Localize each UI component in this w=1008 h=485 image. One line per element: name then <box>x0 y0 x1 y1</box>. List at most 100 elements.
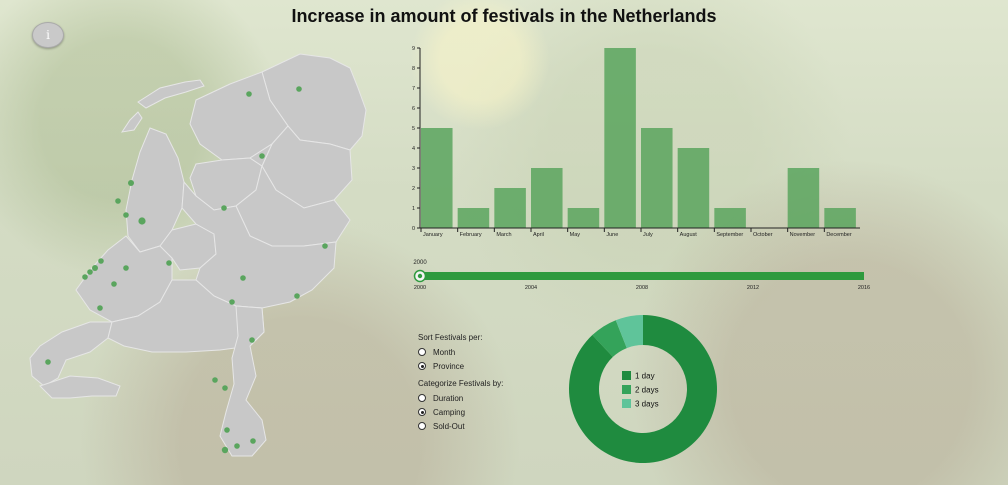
netherlands-map <box>29 53 367 457</box>
radio-categorize-camping[interactable]: Camping <box>418 405 503 419</box>
festival-dot[interactable] <box>82 274 88 280</box>
slider-tick-label: 2000 <box>414 285 426 291</box>
festival-dot[interactable] <box>221 446 229 454</box>
festival-dot[interactable] <box>123 212 129 218</box>
festival-dot[interactable] <box>246 91 252 97</box>
slider-tick-label: 2016 <box>858 285 870 291</box>
legend-label: 1 day <box>635 372 655 381</box>
y-tick-label: 8 <box>412 66 415 72</box>
y-tick-label: 2 <box>412 186 415 192</box>
festival-dot[interactable] <box>45 359 51 365</box>
x-tick-label: June <box>606 232 618 238</box>
province-zeeland-south[interactable] <box>39 375 121 399</box>
festival-dot[interactable] <box>296 86 302 92</box>
festival-dot[interactable] <box>322 243 328 249</box>
festival-dot[interactable] <box>98 258 104 264</box>
festival-dot[interactable] <box>212 377 218 383</box>
radio-label: Sold-Out <box>433 421 465 431</box>
sort-label: Sort Festivals per: <box>418 333 483 342</box>
bar-november[interactable] <box>787 168 820 228</box>
x-tick-label: January <box>423 232 443 238</box>
y-tick-label: 0 <box>412 226 415 232</box>
donut-slice-2[interactable] <box>592 320 627 357</box>
province-limburg[interactable] <box>219 305 267 457</box>
donut-slices <box>569 315 717 463</box>
festival-dot[interactable] <box>166 260 172 266</box>
y-tick-label: 1 <box>412 206 415 212</box>
y-tick-label: 6 <box>412 106 415 112</box>
festival-dot[interactable] <box>97 305 103 311</box>
festival-dot[interactable] <box>224 427 230 433</box>
slider-track[interactable] <box>420 272 864 280</box>
festival-dot[interactable] <box>92 265 98 271</box>
year-slider[interactable]: 2000 2000 2004 2008 2012 2016 <box>400 256 870 296</box>
festival-dot[interactable] <box>87 269 93 275</box>
bar-september[interactable] <box>714 208 746 228</box>
festival-dot[interactable] <box>115 198 121 204</box>
festival-dot[interactable] <box>234 443 240 449</box>
donut-slice-1[interactable] <box>569 315 717 463</box>
legend-swatch <box>622 385 631 394</box>
radio-icon[interactable] <box>418 422 426 430</box>
bar-july[interactable] <box>641 128 673 228</box>
festival-dot[interactable] <box>111 281 117 287</box>
festival-dot[interactable] <box>249 337 255 343</box>
festival-dot[interactable] <box>294 293 300 299</box>
slider-tick-label: 2004 <box>525 285 537 291</box>
slider-tick-label: 2008 <box>636 285 648 291</box>
x-tick-label: February <box>460 232 482 238</box>
y-tick-label: 7 <box>412 86 415 92</box>
bar-august[interactable] <box>677 148 710 228</box>
slider-ticks: 2000 2004 2008 2012 2016 <box>414 285 870 291</box>
x-tick-label: September <box>716 232 743 238</box>
controls-panel: Sort Festivals per: Month Province Categ… <box>418 333 503 433</box>
bar-january[interactable] <box>421 128 453 228</box>
donut-legend: 1 day 2 days 3 days <box>622 371 659 409</box>
festival-dot[interactable] <box>222 385 228 391</box>
slider-handle-center <box>417 273 423 279</box>
bar-december[interactable] <box>824 208 856 228</box>
bar-march[interactable] <box>494 188 526 228</box>
x-tick-label: May <box>570 232 581 238</box>
x-tick-label: March <box>496 232 511 238</box>
x-tick-label: August <box>680 232 698 238</box>
radio-icon[interactable] <box>418 362 426 370</box>
duration-donut-chart: 1 day 2 days 3 days <box>569 315 717 463</box>
bar-february[interactable] <box>457 208 490 228</box>
x-tick-label: December <box>826 232 852 238</box>
radio-categorize-duration[interactable]: Duration <box>418 391 503 405</box>
legend-label: 3 days <box>635 400 659 409</box>
province-islands-2[interactable] <box>120 111 143 133</box>
radio-label: Camping <box>433 407 466 417</box>
radio-icon[interactable] <box>418 408 426 416</box>
festival-dot[interactable] <box>138 217 146 225</box>
y-tick-label: 5 <box>412 126 415 132</box>
province-islands[interactable] <box>137 79 205 109</box>
bar-series <box>421 48 856 228</box>
bar-may[interactable] <box>567 208 600 228</box>
festival-dot[interactable] <box>128 180 134 186</box>
radio-icon[interactable] <box>418 394 426 402</box>
slider-tick-label: 2012 <box>747 285 759 291</box>
legend-swatch <box>622 371 631 380</box>
donut-slice-3[interactable] <box>615 315 643 349</box>
festival-dot[interactable] <box>123 265 129 271</box>
province-zeeland[interactable] <box>29 321 113 387</box>
bar-june[interactable] <box>604 48 636 228</box>
x-axis: January February March April May June July Augu… <box>420 227 860 238</box>
info-icon: i <box>46 28 50 42</box>
radio-icon[interactable] <box>418 348 426 356</box>
y-axis: 0 1 2 3 4 5 6 7 8 9 <box>412 46 421 232</box>
festival-dot[interactable] <box>221 205 227 211</box>
radio-label: Duration <box>433 393 464 403</box>
festival-dot[interactable] <box>229 299 235 305</box>
radio-sort-province[interactable]: Province <box>418 359 503 373</box>
info-button[interactable]: i <box>32 22 64 48</box>
festival-dot[interactable] <box>250 438 256 444</box>
bar-april[interactable] <box>531 168 563 228</box>
radio-categorize-soldout[interactable]: Sold-Out <box>418 419 503 433</box>
festival-dot[interactable] <box>240 275 246 281</box>
festival-dot[interactable] <box>259 153 265 159</box>
radio-sort-month[interactable]: Month <box>418 345 503 359</box>
